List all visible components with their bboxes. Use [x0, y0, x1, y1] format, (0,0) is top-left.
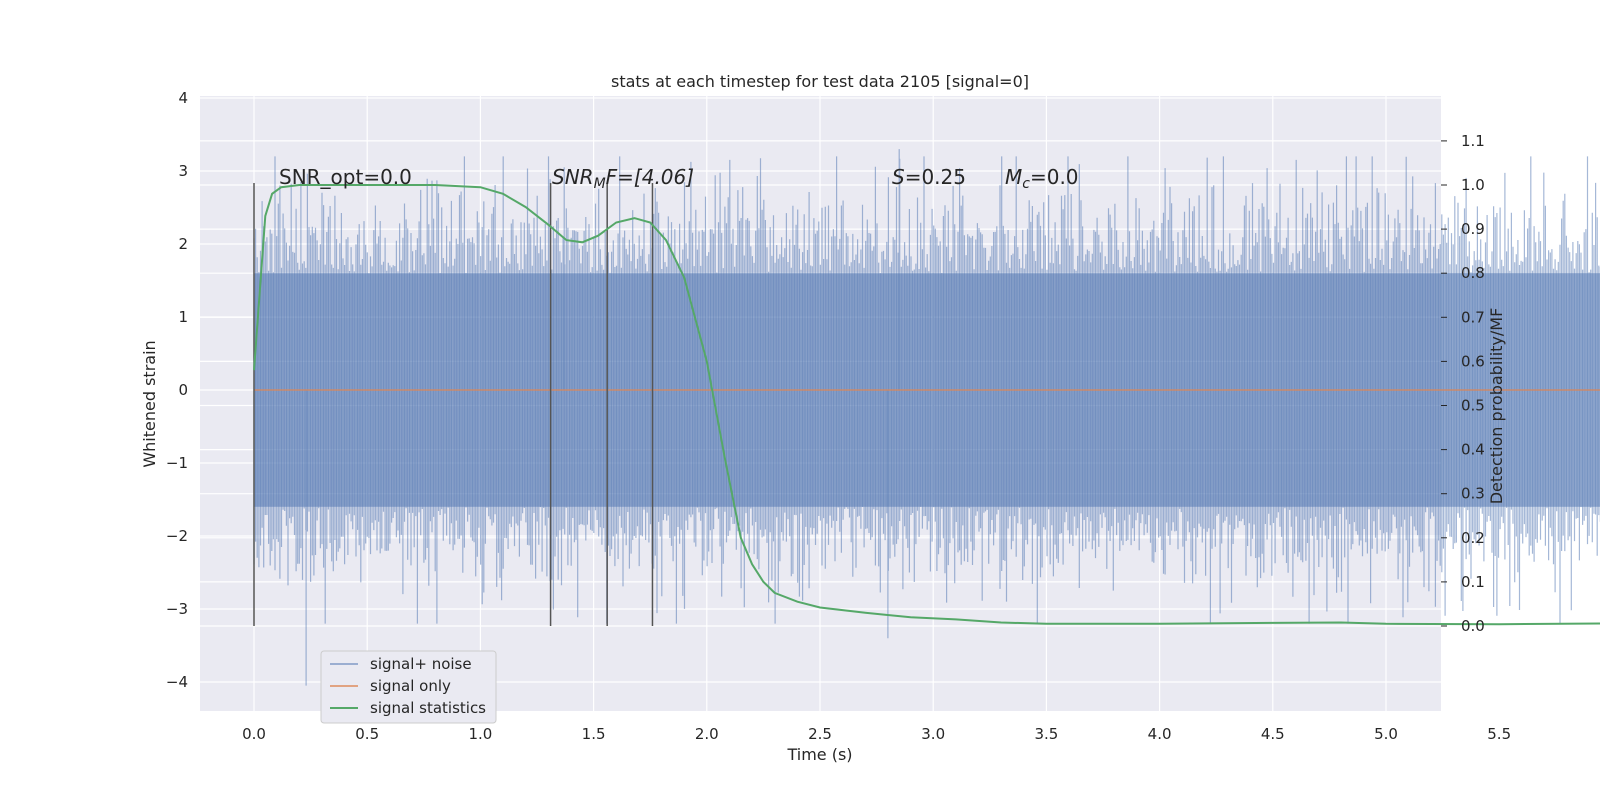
- x-tick-label: 0.0: [242, 725, 266, 743]
- signal-statistics-series: [253, 184, 1600, 626]
- x-tick-label: 4.0: [1148, 725, 1172, 743]
- legend-label-noise: signal+ noise: [370, 655, 472, 673]
- y-tick-label: 4: [178, 89, 188, 107]
- vertical-markers: [253, 183, 654, 626]
- x-tick-label: 1.5: [582, 725, 606, 743]
- y-tick-label: −1: [166, 454, 188, 472]
- y-tick-labels: 4 3 2 1 0 −1 −2 −3 −4: [166, 89, 188, 691]
- y-tick-label: 3: [178, 162, 188, 180]
- legend-box: [320, 650, 497, 724]
- y-axis-label: Whitened strain: [140, 340, 159, 467]
- x-tick-label: 3.5: [1034, 725, 1058, 743]
- annotation-mc: Mc=0.0: [1005, 165, 1079, 192]
- chart-title: stats at each timestep for test data 210…: [611, 72, 1029, 91]
- legend-label-stats: signal statistics: [370, 699, 486, 717]
- legend-label-signal: signal only: [370, 677, 451, 695]
- x-tick-label: 5.5: [1487, 725, 1511, 743]
- annotation-snr-opt: SNR_opt=0.0: [279, 165, 412, 189]
- y2-tick-label: 0.5: [1461, 397, 1485, 415]
- annotation-snr-mf: SNRMF=[4.06]: [552, 165, 694, 192]
- y2-tick-label: 0.2: [1461, 529, 1485, 547]
- y2-tick-label: 0.1: [1461, 573, 1485, 591]
- y2-tick-label: 0.8: [1461, 264, 1485, 282]
- y-tick-label: −4: [166, 673, 188, 691]
- x-axis-label: Time (s): [786, 745, 852, 764]
- x-tick-label: 0.5: [355, 725, 379, 743]
- y-tick-label: 1: [178, 308, 188, 326]
- x-tick-labels: 0.00.51.01.52.02.53.03.54.04.55.05.56.06…: [242, 725, 1511, 743]
- y2-axis-label: Detection probability/MF: [1487, 308, 1506, 505]
- y2-tick-label: 0.4: [1461, 441, 1485, 459]
- y-tick-label: −3: [166, 600, 188, 618]
- y2-tick-label: 0.6: [1461, 352, 1485, 370]
- y2-tick-labels: 1.1 1.0 0.9 0.8 0.7 0.6 0.5 0.4 0.3 0.2 0.1 0.0: [1441, 132, 1485, 635]
- annotation-s: S=0.25: [892, 165, 966, 189]
- y2-tick-label: 1.1: [1461, 132, 1485, 150]
- y2-tick-label: 0.3: [1461, 485, 1485, 503]
- x-tick-label: 1.0: [468, 725, 492, 743]
- x-tick-label: 4.5: [1261, 725, 1285, 743]
- y2-tick-label: 0.7: [1461, 308, 1485, 326]
- y2-tick-label: 1.0: [1461, 176, 1485, 194]
- y-tick-label: 2: [178, 235, 188, 253]
- x-tick-label: 3.0: [921, 725, 945, 743]
- y2-tick-label: 0.9: [1461, 220, 1485, 238]
- legend: signal+ noise signal only signal statist…: [320, 650, 497, 724]
- y-tick-label: −2: [166, 527, 188, 545]
- y2-tick-label: 0.0: [1461, 617, 1485, 635]
- x-tick-label: 2.5: [808, 725, 832, 743]
- signal-statistics-line: [253, 184, 1600, 626]
- x-tick-label: 2.0: [695, 725, 719, 743]
- y-tick-label: 0: [178, 381, 188, 399]
- x-tick-label: 5.0: [1374, 725, 1398, 743]
